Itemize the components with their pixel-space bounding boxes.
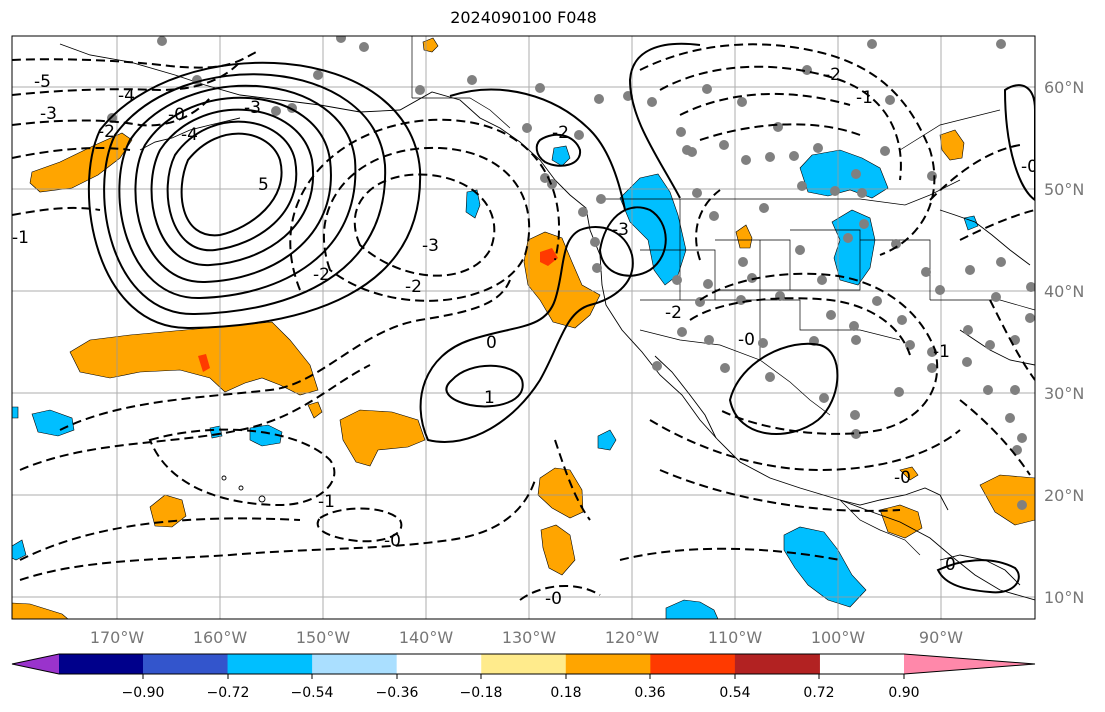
colorbar-tick-label: −0.36	[376, 685, 419, 701]
colorbar-segment	[734, 654, 820, 674]
contour-label: -3	[244, 98, 261, 118]
colorbar-outline	[11, 653, 1036, 675]
lon-label: 170°W	[90, 628, 145, 647]
contour-label: -0	[1021, 157, 1038, 177]
colorbar-tick-label: −0.18	[460, 685, 503, 701]
lon-label: 160°W	[193, 628, 248, 647]
lon-label: 90°W	[919, 628, 963, 647]
contour-label: -0	[168, 105, 185, 125]
contour-label: -4	[118, 86, 135, 106]
contour-label: -2	[98, 122, 115, 142]
colorbar-segment	[59, 654, 143, 674]
contour-label: -3	[422, 236, 439, 256]
colorbar-extend-min	[12, 654, 59, 674]
contour-label: 1	[484, 388, 495, 408]
contour-label: -2	[405, 277, 422, 297]
colorbar-tick-label: 0.90	[888, 685, 919, 701]
lon-label: 130°W	[502, 628, 557, 647]
lon-label: 150°W	[296, 628, 351, 647]
contour-label: -4	[181, 125, 198, 145]
latitude-labels: 60°N 50°N 40°N 30°N 20°N 10°N	[1044, 78, 1084, 607]
contour-label: -2	[313, 265, 330, 285]
strong-positive-anomaly-shading	[198, 248, 558, 372]
colorbar-segment	[650, 654, 736, 674]
colorbar-tick-label: −0.72	[207, 685, 250, 701]
colorbar-segment	[312, 654, 398, 674]
contour-label: -2	[824, 65, 841, 85]
colorbar-segment	[481, 654, 567, 674]
colorbar-tick-labels: −0.90 −0.72 −0.54 −0.36 −0.18 0.18 0.36 …	[122, 685, 920, 701]
positive-anomaly-shading	[12, 37, 1035, 619]
colorbar-segment	[227, 654, 313, 674]
colorbar-segment	[143, 654, 229, 674]
colorbar-segment	[396, 654, 482, 674]
lat-label: 20°N	[1044, 486, 1084, 505]
colorbar-extend-max	[904, 654, 1035, 674]
lon-label: 110°W	[708, 628, 763, 647]
contour-label: -2	[552, 123, 569, 143]
contour-label: -1	[856, 88, 873, 108]
contour-label: -1	[933, 342, 950, 362]
colorbar-tick-label: −0.90	[122, 685, 165, 701]
colorbar-tick-label: −0.54	[291, 685, 334, 701]
contour-label: -1	[318, 492, 335, 512]
contour-label: -0	[545, 589, 562, 609]
colorbar-tick-label: 0.36	[634, 685, 665, 701]
colorbar	[11, 653, 1036, 679]
contour-label: -1	[12, 228, 29, 248]
lat-label: 40°N	[1044, 282, 1084, 301]
lat-label: 30°N	[1044, 384, 1084, 403]
colorbar-tick-label: 0.18	[550, 685, 581, 701]
contour-label: -0	[738, 330, 755, 350]
contour-label: 0	[486, 333, 497, 353]
negative-contours	[12, 43, 1035, 601]
lat-label: 60°N	[1044, 78, 1084, 97]
contour-label: -2	[665, 303, 682, 323]
map-frame	[11, 35, 1036, 620]
colorbar-tick-label: 0.54	[719, 685, 750, 701]
contour-label: -3	[40, 104, 57, 124]
lon-label: 140°W	[399, 628, 454, 647]
contour-label: 5	[258, 175, 269, 195]
colorbar-segment	[565, 654, 651, 674]
longitude-labels: 170°W 160°W 150°W 140°W 130°W 120°W 110°…	[90, 628, 963, 647]
contour-labels: -5 -4 -3 -2 -0 -1 5 -4 -3 -2 -2 -2 -3 -2…	[12, 65, 1038, 609]
map-title: 2024090100 F048	[450, 8, 597, 27]
contour-label: -5	[34, 72, 51, 92]
contour-label: -3	[612, 220, 629, 240]
lon-label: 100°W	[811, 628, 866, 647]
lat-label: 10°N	[1044, 588, 1084, 607]
lon-label: 120°W	[605, 628, 660, 647]
contour-label: -0	[384, 531, 401, 551]
contour-label: 0	[945, 555, 956, 575]
lat-label: 50°N	[1044, 180, 1084, 199]
contour-label: -0	[894, 468, 911, 488]
colorbar-tick-label: 0.72	[803, 685, 834, 701]
